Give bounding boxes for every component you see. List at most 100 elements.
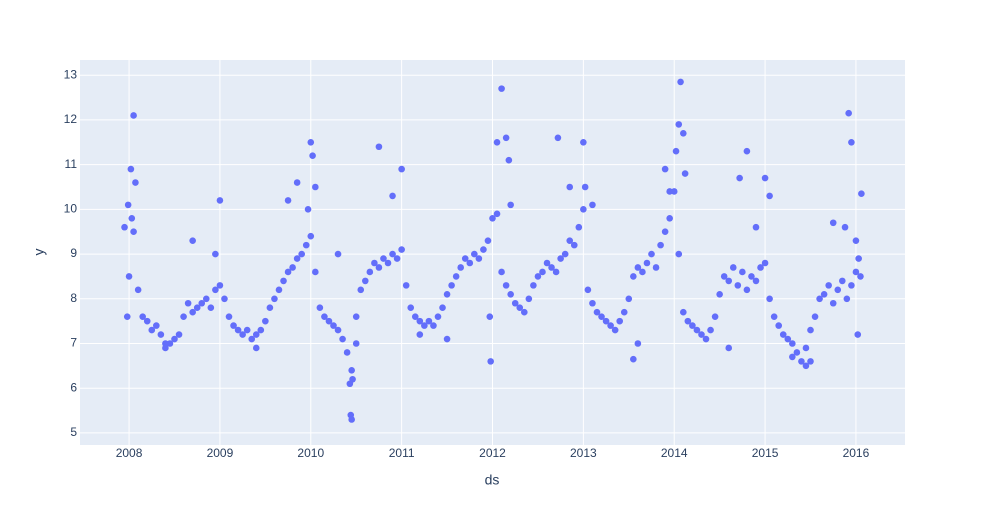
point [816, 295, 823, 303]
point [421, 322, 428, 329]
point [639, 268, 646, 276]
point [707, 326, 714, 334]
point [807, 326, 814, 334]
point [312, 183, 319, 191]
point [225, 313, 233, 320]
point [607, 322, 614, 329]
point [611, 326, 619, 334]
point [725, 344, 733, 352]
point [234, 326, 242, 334]
point [858, 190, 865, 197]
point [566, 237, 574, 244]
point [343, 349, 351, 356]
point [675, 250, 683, 258]
point [507, 201, 514, 209]
point [841, 223, 849, 231]
point [657, 241, 664, 249]
point [266, 304, 274, 312]
point [720, 273, 728, 280]
point [834, 286, 842, 294]
point [802, 362, 810, 370]
point [275, 286, 283, 294]
point [157, 331, 165, 338]
point [779, 331, 787, 338]
point [402, 282, 410, 289]
point [439, 304, 446, 312]
point [162, 344, 169, 352]
point [498, 85, 505, 92]
point [189, 308, 196, 316]
point [411, 313, 419, 320]
point [811, 313, 819, 320]
point [766, 295, 773, 303]
point [189, 237, 196, 244]
point [634, 264, 642, 271]
point [489, 214, 496, 222]
point [262, 317, 269, 325]
point [312, 268, 319, 276]
point [171, 335, 178, 343]
point [357, 286, 365, 294]
y-tick-label: 13 [64, 67, 78, 81]
point [384, 259, 392, 267]
point [366, 268, 374, 276]
point [461, 255, 469, 262]
point [593, 308, 601, 316]
point [293, 179, 301, 186]
point [493, 210, 501, 218]
point [757, 264, 764, 271]
point [248, 335, 256, 343]
point [416, 317, 424, 325]
point [457, 264, 464, 271]
point [216, 282, 224, 289]
point [789, 340, 796, 347]
point [398, 165, 405, 173]
y-tick-label: 8 [70, 291, 77, 305]
point [677, 78, 684, 86]
point [448, 282, 455, 289]
point [166, 340, 174, 347]
point [252, 331, 260, 338]
point [661, 165, 669, 173]
point [789, 353, 796, 361]
point [855, 255, 862, 262]
point [257, 326, 265, 334]
point [711, 313, 719, 320]
point [743, 286, 751, 294]
point [480, 246, 487, 253]
x-tick-label: 2016 [843, 446, 870, 460]
point [202, 295, 210, 303]
point [352, 340, 360, 347]
x-axis-title: ds [485, 472, 500, 488]
point [775, 322, 783, 329]
point [521, 308, 528, 316]
point [325, 317, 333, 325]
point [670, 188, 678, 195]
y-tick-label: 10 [64, 202, 78, 216]
y-tick-label: 12 [64, 112, 78, 126]
point [620, 308, 628, 316]
point [652, 264, 660, 271]
point [284, 197, 292, 204]
point [130, 112, 137, 119]
point [734, 282, 742, 289]
point [761, 174, 769, 182]
point [643, 259, 651, 267]
x-tick-label: 2013 [570, 446, 597, 460]
point [793, 349, 801, 356]
point [443, 335, 451, 343]
point [389, 250, 396, 258]
point [675, 121, 683, 128]
point [752, 223, 760, 231]
point [666, 214, 673, 222]
point [530, 282, 537, 289]
point [134, 286, 142, 294]
point [239, 331, 246, 338]
x-tick-label: 2009 [207, 446, 234, 460]
point [487, 358, 494, 365]
point [602, 317, 610, 325]
point [184, 299, 192, 307]
point [425, 317, 433, 325]
point [716, 291, 723, 298]
point [748, 273, 755, 280]
